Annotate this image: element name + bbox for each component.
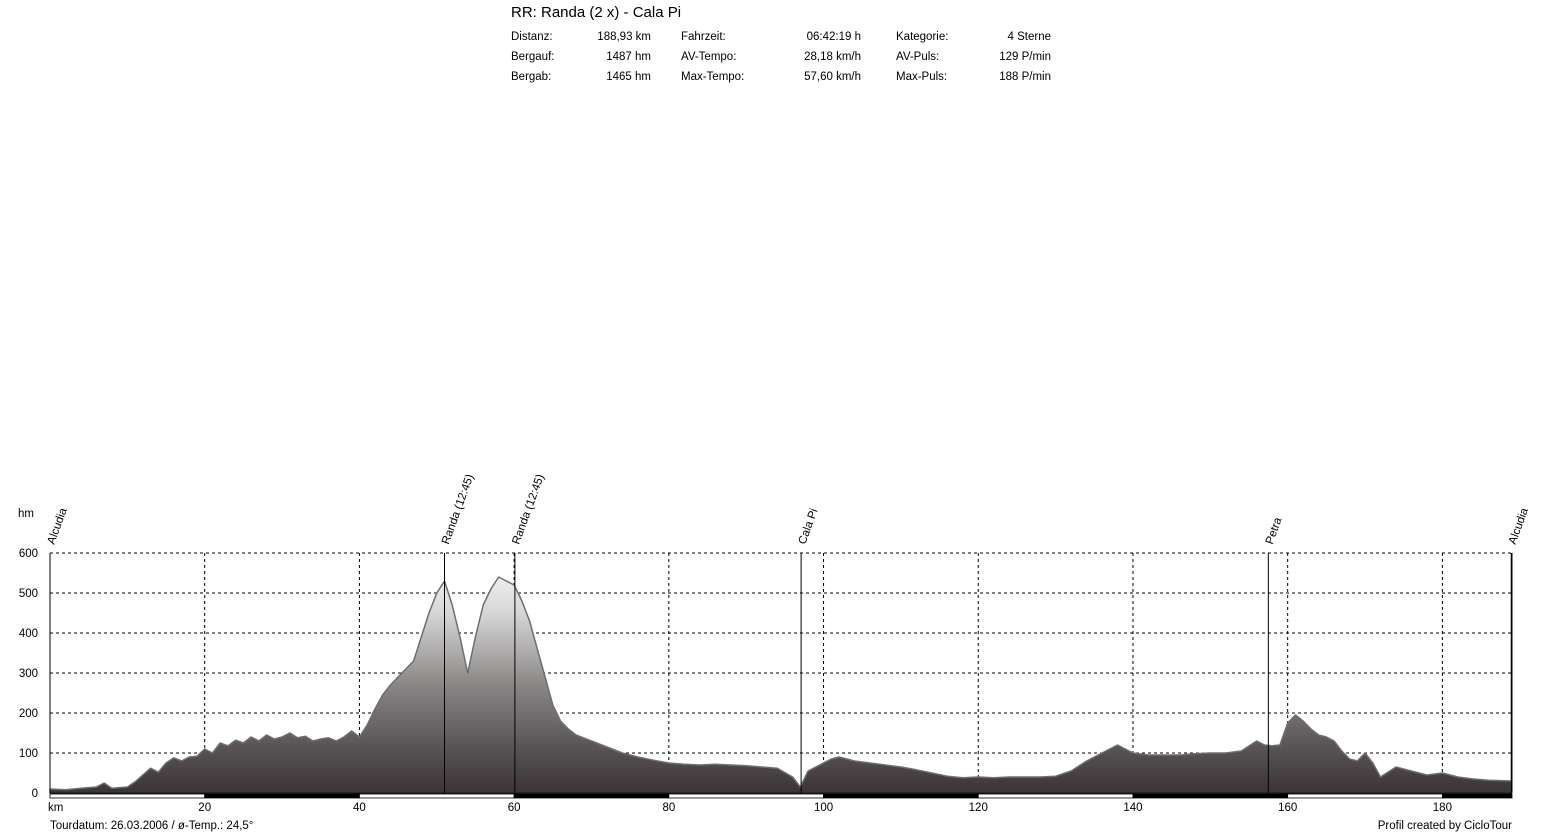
x-tick-label: 180 bbox=[1433, 802, 1452, 814]
x-tick-label: 140 bbox=[1123, 802, 1142, 814]
y-tick-label: 100 bbox=[19, 748, 38, 760]
x-tick-label: 120 bbox=[969, 802, 988, 814]
waypoint-label: Randa (12:45) bbox=[510, 473, 546, 546]
waypoint-label: Alcudia bbox=[46, 506, 70, 546]
stat-label: Bergauf: bbox=[511, 51, 555, 63]
y-tick-label: 200 bbox=[19, 708, 38, 720]
x-scale-bar-segment bbox=[49, 793, 206, 799]
waypoint-label: Randa (12:45) bbox=[440, 473, 476, 546]
footer-tour-date: Tourdatum: 26.03.2006 / ø-Temp.: 24,5° bbox=[50, 820, 254, 832]
chart-title: RR: Randa (2 x) - Cala Pi bbox=[511, 4, 682, 21]
x-tick-label: 60 bbox=[508, 802, 521, 814]
x-scale-bar-segment bbox=[204, 793, 360, 799]
stat-value: 06:42:19 h bbox=[806, 31, 861, 43]
y-tick-label: 0 bbox=[32, 788, 38, 800]
waypoint-label: Cala Pi bbox=[797, 507, 821, 546]
stat-label: AV-Puls: bbox=[896, 51, 940, 63]
stat-value: 1487 hm bbox=[606, 51, 651, 63]
stat-label: Fahrzeit: bbox=[681, 31, 726, 43]
x-tick-label: 100 bbox=[814, 802, 833, 814]
stat-label: Max-Puls: bbox=[896, 71, 948, 83]
stat-label: Max-Tempo: bbox=[681, 71, 745, 83]
stat-value: 188 P/min bbox=[999, 71, 1051, 83]
stat-label: Distanz: bbox=[511, 31, 553, 43]
stat-label: AV-Tempo: bbox=[681, 51, 737, 63]
stat-value: 188,93 km bbox=[597, 31, 651, 43]
stat-label: Kategorie: bbox=[896, 31, 949, 43]
stat-value: 1465 hm bbox=[606, 71, 651, 83]
y-tick-label: 500 bbox=[19, 588, 38, 600]
waypoint-label: Petra bbox=[1264, 516, 1285, 547]
waypoint-label: Alcudia bbox=[1507, 506, 1531, 546]
stat-value: 28,18 km/h bbox=[804, 51, 861, 63]
stat-value: 4 Sterne bbox=[1007, 31, 1051, 43]
x-scale-bar-segment bbox=[977, 793, 1134, 799]
stat-label: Bergab: bbox=[511, 71, 552, 83]
x-tick-label: 20 bbox=[198, 802, 211, 814]
x-scale-bar-segment bbox=[359, 793, 515, 799]
x-scale-bar-segment bbox=[668, 793, 824, 799]
x-scale-bar-segment bbox=[1441, 793, 1513, 799]
y-tick-label: 300 bbox=[19, 668, 38, 680]
x-axis-label: km bbox=[48, 802, 63, 814]
x-tick-label: 40 bbox=[353, 802, 366, 814]
x-scale-bar-segment bbox=[823, 793, 979, 799]
footer-credit: Profil created by CicloTour bbox=[1377, 820, 1512, 832]
elevation-area bbox=[49, 576, 1512, 794]
stat-value: 129 P/min bbox=[999, 51, 1051, 63]
x-scale-bar-segment bbox=[1287, 793, 1443, 799]
y-axis-label: hm bbox=[18, 508, 34, 520]
y-tick-label: 400 bbox=[19, 628, 38, 640]
x-tick-label: 160 bbox=[1278, 802, 1297, 814]
x-tick-label: 80 bbox=[662, 802, 675, 814]
y-tick-label: 600 bbox=[19, 548, 38, 560]
x-scale-bar-segment bbox=[1132, 793, 1289, 799]
stat-value: 57,60 km/h bbox=[804, 71, 861, 83]
x-scale-bar-segment bbox=[513, 793, 670, 799]
